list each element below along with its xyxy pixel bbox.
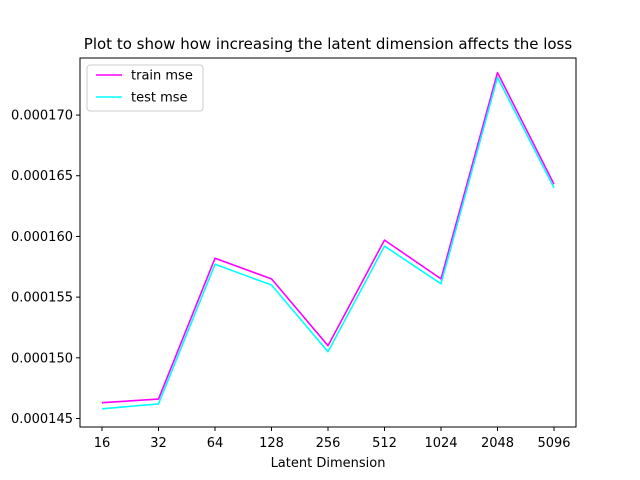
legend-label: test mse	[131, 91, 188, 106]
plot-area	[79, 57, 577, 428]
x-tick-label: 2048	[481, 436, 514, 451]
series-line-test-mse	[101, 76, 555, 410]
y-tick-label: 0.000150	[11, 351, 73, 366]
y-tick-label: 0.000145	[11, 412, 73, 427]
legend-box	[86, 64, 204, 112]
y-tick-label: 0.000170	[11, 109, 73, 124]
legend: train mse test mse	[86, 64, 204, 112]
x-axis: 16 32 64 128 256 512 1024 2048 5096	[94, 427, 571, 451]
series-lines	[101, 71, 555, 410]
x-tick-label: 256	[316, 436, 341, 451]
chart-title: Plot to show how increasing the latent d…	[84, 35, 573, 53]
x-tick-label: 32	[150, 436, 167, 451]
series-line-train-mse	[101, 71, 555, 404]
x-tick-label: 5096	[537, 436, 570, 451]
x-tick-label: 128	[259, 436, 284, 451]
legend-label: train mse	[131, 69, 193, 84]
x-axis-label: Latent Dimension	[271, 456, 386, 471]
y-tick-label: 0.000155	[11, 291, 73, 306]
x-tick-label: 64	[207, 436, 224, 451]
x-tick-label: 16	[94, 436, 111, 451]
x-tick-label: 1024	[424, 436, 457, 451]
y-tick-label: 0.000160	[11, 230, 73, 245]
y-tick-label: 0.000165	[11, 169, 73, 184]
x-tick-label: 512	[372, 436, 397, 451]
y-axis: 0.000145 0.000150 0.000155 0.000160 0.000165…	[11, 109, 80, 427]
